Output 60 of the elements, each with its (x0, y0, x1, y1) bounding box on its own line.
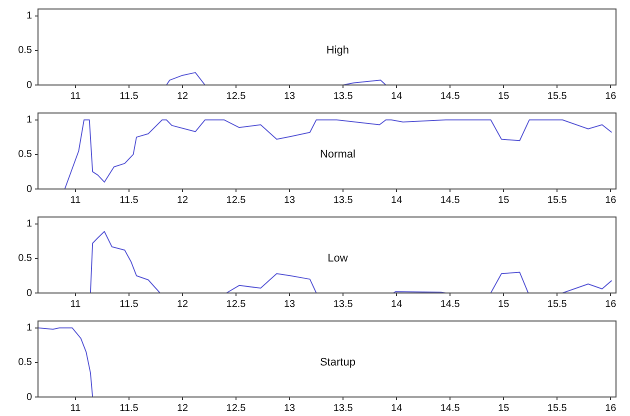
x-tick-label: 13.5 (333, 90, 354, 102)
x-tick-label: 12 (176, 90, 188, 102)
y-tick-label: 0.5 (18, 253, 32, 264)
x-tick-label: 11.5 (120, 90, 139, 102)
y-tick-label: 1 (26, 114, 32, 126)
x-tick-label: 15 (498, 402, 510, 414)
y-tick-label: 0 (26, 80, 32, 91)
x-tick-label: 13 (284, 194, 296, 206)
x-tick-label: 12 (176, 402, 188, 414)
x-tick-label: 11.5 (120, 402, 139, 414)
x-tick-label: 16 (605, 90, 617, 102)
x-tick-label: 14.5 (440, 194, 460, 206)
text: Normal (320, 148, 356, 160)
y-tick-label: 0.5 (18, 45, 32, 56)
x-tick-label: 15 (498, 298, 510, 310)
x-tick-label: 16 (605, 194, 617, 206)
x-tick-label: 15 (498, 90, 510, 102)
x-tick-label: 11.5 (120, 298, 139, 310)
y-tick-label: 0 (26, 392, 32, 403)
x-tick-label: 14.5 (440, 402, 460, 414)
text: Startup (320, 356, 356, 368)
x-tick-label: 13 (284, 90, 296, 102)
y-tick-label: 1 (26, 322, 32, 334)
x-tick-label: 15.5 (547, 402, 568, 414)
x-tick-label: 14.5 (440, 90, 460, 102)
x-tick-label: 11 (70, 194, 82, 206)
x-tick-label: 11 (70, 298, 82, 310)
text: Low (328, 252, 348, 264)
x-tick-label: 12.5 (226, 90, 246, 102)
x-tick-label: 14 (391, 194, 403, 206)
y-tick-label: 0 (26, 288, 32, 299)
y-tick-label: 0.5 (18, 357, 32, 368)
x-tick-label: 11 (70, 90, 82, 102)
x-tick-label: 16 (605, 298, 617, 310)
x-tick-label: 12.5 (226, 298, 246, 310)
x-tick-label: 15 (498, 194, 510, 206)
x-tick-label: 12 (176, 298, 188, 310)
y-tick-label: 0 (26, 184, 32, 195)
y-tick-label: 1 (26, 218, 32, 230)
x-tick-label: 13 (284, 402, 296, 414)
y-tick-label: 0.5 (18, 149, 32, 160)
x-tick-label: 13.5 (333, 402, 354, 414)
x-tick-label: 12 (176, 194, 188, 206)
x-tick-label: 13.5 (333, 298, 354, 310)
x-tick-label: 15.5 (547, 90, 568, 102)
x-tick-label: 12.5 (226, 402, 246, 414)
x-tick-label: 14 (391, 402, 403, 414)
x-tick-label: 15.5 (547, 194, 568, 206)
x-tick-label: 14.5 (440, 298, 460, 310)
x-tick-label: 11 (70, 402, 82, 414)
x-tick-label: 14 (391, 90, 403, 102)
x-tick-label: 16 (605, 402, 617, 414)
x-tick-label: 12.5 (226, 194, 246, 206)
x-tick-label: 15.5 (547, 298, 568, 310)
y-tick-label: 1 (26, 10, 32, 22)
x-tick-label: 13 (284, 298, 296, 310)
x-tick-label: 14 (391, 298, 403, 310)
x-tick-label: 13.5 (333, 194, 354, 206)
x-tick-label: 11.5 (120, 194, 139, 206)
text: High (326, 44, 350, 56)
